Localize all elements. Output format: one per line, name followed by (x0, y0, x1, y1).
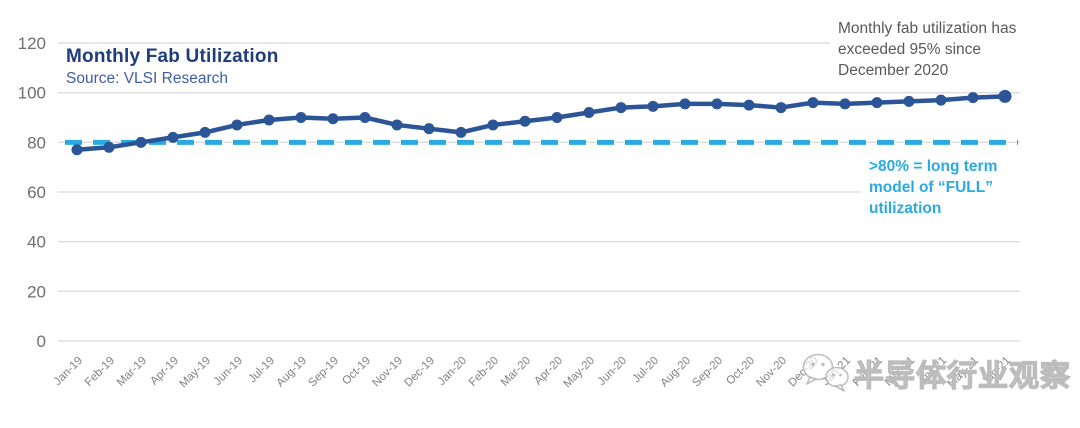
x-tick-label: Mar-20 (499, 355, 533, 389)
data-point (199, 126, 211, 138)
x-tick-label: Apr-20 (532, 355, 565, 388)
x-tick-label: Apr-21 (916, 355, 949, 388)
y-tick-label: 0 (37, 332, 46, 351)
data-point (679, 98, 691, 110)
data-point (615, 102, 627, 114)
x-tick-label: Apr-19 (148, 355, 181, 388)
data-point (167, 131, 179, 143)
data-point (295, 112, 307, 123)
data-point (263, 114, 275, 126)
data-point (903, 95, 915, 107)
x-tick-label: Jan-21 (820, 355, 853, 388)
data-point (487, 119, 499, 131)
x-tick-label: Feb-21 (851, 355, 885, 389)
data-point (551, 112, 563, 123)
x-tick-label: Feb-20 (467, 355, 501, 389)
data-point (423, 123, 435, 135)
data-point (807, 97, 819, 109)
data-point (231, 119, 243, 131)
chart-title: Monthly Fab Utilization (66, 46, 279, 67)
data-point (359, 112, 371, 123)
data-point (103, 141, 115, 153)
data-point (839, 98, 851, 110)
x-tick-label: Jun-21 (980, 355, 1013, 388)
x-tick-label: Jun-20 (596, 355, 629, 388)
data-point (135, 136, 147, 148)
data-point (743, 99, 755, 111)
x-tick-label: Sep-19 (306, 355, 341, 390)
data-point (583, 107, 595, 119)
x-tick-label: Jan-20 (436, 355, 469, 388)
annotation-line: utilization (869, 200, 942, 217)
x-tick-label: Jun-19 (212, 355, 245, 388)
y-tick-label: 20 (27, 282, 46, 301)
x-tick-label: Aug-19 (274, 355, 309, 390)
x-tick-label: Mar-19 (115, 355, 149, 389)
y-tick-label: 120 (18, 34, 46, 53)
data-point (327, 113, 339, 125)
x-tick-label: Jul-19 (246, 355, 277, 386)
chart-source: Source: VLSI Research (66, 70, 228, 87)
data-point (391, 119, 403, 131)
data-point (871, 97, 883, 109)
x-tick-label: Dec-19 (402, 355, 437, 390)
annotation-line: Monthly fab utilization has (838, 20, 1017, 37)
annotation-line: >80% = long term (869, 158, 998, 175)
y-tick-label: 60 (27, 183, 46, 202)
x-tick-label: Nov-19 (370, 355, 405, 390)
y-tick-label: 80 (27, 133, 46, 152)
data-point (711, 98, 723, 110)
data-point (519, 115, 531, 127)
annotation-line: model of “FULL” (869, 179, 993, 196)
data-point (967, 92, 979, 104)
data-point (935, 94, 947, 106)
y-tick-label: 100 (18, 84, 46, 103)
x-tick-label: Jul-20 (630, 355, 661, 386)
x-tick-label: Aug-20 (658, 355, 693, 390)
data-point (71, 144, 83, 156)
y-tick-label: 40 (27, 233, 46, 252)
x-tick-label: Mar-21 (883, 355, 917, 389)
x-tick-label: Oct-19 (340, 355, 373, 388)
annotation-full-utilization: >80% = long term model of “FULL” utiliza… (861, 154, 1047, 221)
data-point (647, 100, 659, 112)
x-tick-label: Sep-20 (690, 355, 725, 390)
annotation-line: December 2020 (838, 62, 949, 79)
x-tick-label: May-21 (946, 355, 982, 391)
annotation-line: exceeded 95% since (838, 41, 982, 58)
chart-header: Monthly Fab Utilization Source: VLSI Res… (66, 46, 279, 88)
data-point (455, 126, 467, 138)
x-tick-label: Jan-19 (52, 355, 85, 388)
data-point (775, 102, 787, 114)
x-tick-label: Dec-20 (786, 355, 821, 390)
x-tick-label: Nov-20 (754, 355, 789, 390)
x-tick-label: May-20 (562, 355, 598, 391)
x-tick-label: Feb-19 (83, 355, 117, 389)
x-tick-label: May-19 (178, 355, 214, 391)
annotation-exceeded-95pct: Monthly fab utilization has exceeded 95%… (830, 16, 1078, 83)
x-tick-label: Oct-20 (724, 355, 757, 388)
data-point (998, 89, 1012, 103)
